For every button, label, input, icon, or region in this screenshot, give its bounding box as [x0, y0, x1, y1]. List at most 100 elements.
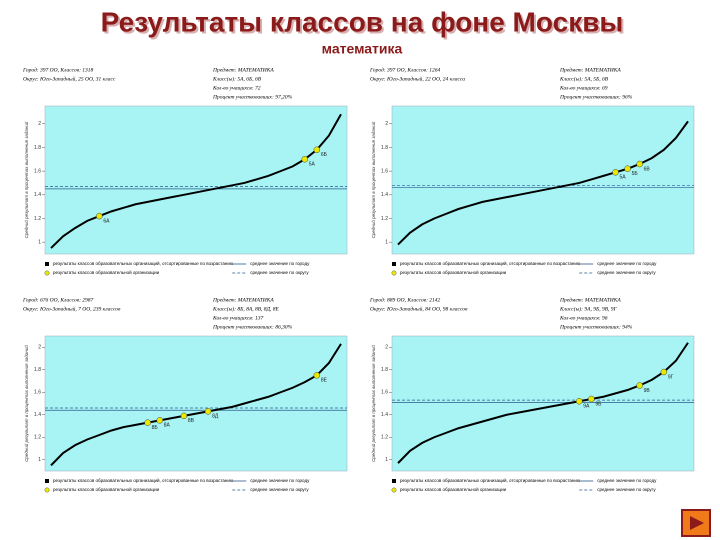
point-label: 9Б: [595, 401, 602, 407]
y-tick-label: 1: [38, 239, 41, 245]
plot-area: [391, 105, 695, 255]
y-tick-label: 1.6: [381, 390, 388, 396]
header-text: Кол-во учащихся: 137: [212, 315, 263, 321]
point-label: 8Е: [321, 378, 328, 384]
legend-label: результаты классов образовательных орган…: [400, 260, 581, 266]
header-text: Кол-во учащихся: 96: [559, 315, 608, 321]
y-tick-label: 1.4: [34, 412, 41, 418]
header-text: Класс(ы): 5А, 5Б, 6В: [559, 75, 609, 82]
header-text: Город: 676 ОО, Классов: 2987: [22, 296, 94, 303]
legend-label: среднее значение по округу: [597, 270, 656, 275]
legend-label: среднее значение по городу: [250, 478, 310, 483]
highlight-point: [144, 419, 151, 426]
legend-label: среднее значение по округу: [250, 487, 309, 492]
header-text: Класс(ы): 8Б, 8А, 8В, 8Д, 8Е: [212, 305, 280, 312]
header-text: Округ: Юго-Западный, 84 ОО, 98 классов: [370, 305, 468, 312]
y-tick-label: 1.4: [381, 192, 388, 198]
legend-label: результаты классов образовательных орган…: [400, 477, 581, 483]
legend-symbol: [44, 487, 50, 493]
highlight-point: [156, 417, 163, 424]
legend-symbol: [45, 262, 49, 266]
highlight-point: [612, 169, 619, 176]
legend-label: среднее значение по городу: [597, 478, 657, 483]
header-text: Класс(ы): 9А, 9Б, 9В, 9Г: [559, 305, 618, 312]
highlight-point: [96, 212, 103, 220]
legend-symbol: [391, 487, 397, 493]
header-text: Город: 889 ОО, Классов: 2142: [369, 296, 441, 303]
header-text: Процент участвовавших: 96%: [559, 94, 633, 100]
y-tick-label: 1.2: [34, 216, 41, 222]
highlight-point: [204, 408, 212, 415]
header-text: Кол-во учащихся: 69: [559, 85, 608, 91]
header-text: Предмет: МАТЕМАТИКА: [559, 296, 621, 303]
header-text: Предмет: МАТЕМАТИКА: [212, 66, 274, 73]
header-text: Процент участвовавших: 97,20%: [212, 94, 293, 100]
y-tick-label: 1.4: [34, 192, 41, 198]
y-tick-label: 1.8: [381, 145, 388, 151]
legend-symbol: [45, 479, 49, 483]
legend-label: среднее значение по округу: [250, 270, 309, 275]
next-button[interactable]: [681, 509, 711, 537]
highlight-point: [576, 398, 583, 405]
y-tick-label: 2: [385, 345, 388, 351]
legend-symbol: [44, 270, 50, 276]
legend-label: результаты классов образовательной орган…: [53, 486, 160, 492]
header-text: Процент участвовавших: 86,30%: [212, 324, 293, 330]
point-label: 5Б: [632, 171, 639, 177]
y-tick-label: 1.8: [381, 367, 388, 373]
y-axis-label: Средний результат в процентах выполнения…: [23, 345, 29, 462]
y-tick-label: 1.2: [381, 435, 388, 441]
highlight-point: [180, 412, 188, 420]
data-line: [50, 343, 342, 467]
y-tick-label: 1: [385, 457, 388, 463]
highlight-point: [301, 156, 308, 163]
button-arrow[interactable]: [690, 516, 704, 530]
highlight-point: [624, 165, 631, 173]
y-tick-label: 1: [38, 457, 41, 463]
plot-area: [44, 105, 348, 255]
y-axis-label: Средний результат в процентах выполнения…: [370, 345, 376, 462]
slide-subtitle: математика: [322, 41, 403, 57]
legend-label: результаты классов образовательных орган…: [53, 260, 234, 266]
point-label: 5А: [309, 162, 316, 168]
header-text: Округ: Юго-Западный, 25 ОО, 31 класс: [23, 75, 116, 82]
y-tick-label: 1.6: [34, 168, 41, 174]
legend-label: результаты классов образовательной орган…: [400, 269, 507, 275]
legend-symbol: [392, 262, 396, 266]
point-label: 9А: [583, 404, 590, 410]
point-label: 8В: [188, 418, 195, 424]
highlight-point: [313, 146, 321, 154]
point-label: 6Б: [321, 152, 328, 158]
point-label: 8А: [164, 423, 171, 429]
highlight-point: [313, 372, 321, 379]
legend-label: среднее значение по городу: [250, 261, 310, 266]
y-tick-label: 1.4: [381, 412, 388, 418]
header-text: Кол-во учащихся: 72: [212, 85, 261, 91]
point-label: 9Г: [668, 374, 674, 380]
highlight-point: [588, 395, 595, 403]
point-label: 6В: [644, 166, 651, 172]
legend-symbol: [392, 479, 396, 483]
point-label: 9В: [644, 388, 651, 394]
y-tick-label: 1.8: [34, 145, 41, 151]
y-tick-label: 1.8: [34, 367, 41, 373]
y-tick-label: 1.6: [34, 390, 41, 396]
title-shadow: Результаты классов на фоне Москвы: [103, 8, 626, 39]
legend-label: результаты классов образовательных орган…: [53, 477, 234, 483]
header-text: Класс(ы): 5А, 6Б, 6В: [212, 75, 262, 82]
point-label: 5А: [620, 175, 627, 181]
highlight-point: [636, 160, 643, 168]
header-text: Округ: Юго-Западный, 22 ОО, 24 класса: [370, 75, 465, 82]
legend-label: среднее значение по округу: [597, 487, 656, 492]
highlight-point: [636, 382, 643, 389]
y-tick-label: 2: [38, 121, 41, 127]
point-label: 8Д: [212, 414, 219, 420]
legend-label: результаты классов образовательной орган…: [53, 269, 160, 275]
y-tick-label: 2: [38, 345, 41, 351]
header-text: Город: 397 ОО, Классов: 1264: [369, 66, 441, 73]
header-text: Процент участвовавших: 94%: [559, 323, 633, 330]
header-text: Город: 397 ОО, Классов: 1318: [22, 66, 94, 73]
point-label: 6А: [103, 218, 110, 224]
y-tick-label: 2: [385, 121, 388, 127]
